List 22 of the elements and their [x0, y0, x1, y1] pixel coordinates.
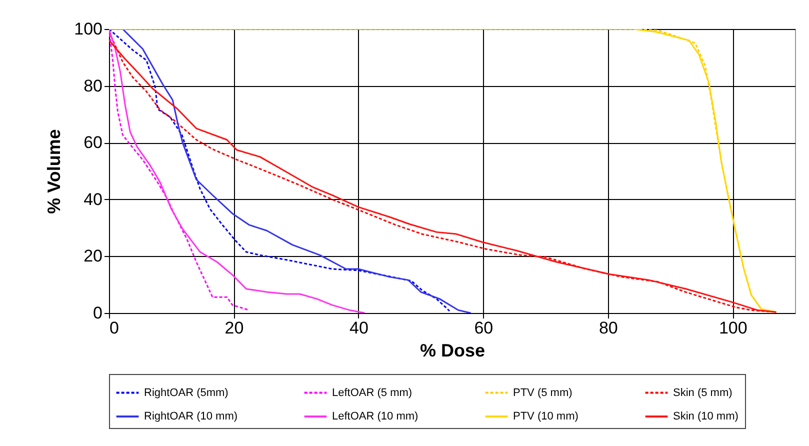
y-tick-label: 40 [84, 190, 102, 209]
legend-label: PTV (5 mm) [513, 386, 572, 399]
y-axis-title: % Volume [44, 129, 64, 214]
x-tick-label: 40 [349, 318, 368, 338]
legend-label: PTV (10 mm) [513, 410, 578, 422]
x-tick-label: 80 [598, 318, 618, 338]
y-tick-label: 20 [84, 246, 102, 266]
legend-label: RightOAR (10 mm) [144, 410, 238, 422]
x-tick-label: 0 [110, 318, 119, 338]
x-tick-label: 100 [718, 318, 748, 338]
y-tick-label: 80 [84, 76, 102, 96]
legend-label: LeftOAR (10 mm) [332, 410, 418, 422]
y-tick-label: 60 [84, 133, 102, 152]
x-axis-title: % Dose [420, 340, 486, 360]
legend-label: Skin (5 mm) [673, 386, 732, 399]
x-tick-label: 60 [474, 318, 494, 338]
legend-label: LeftOAR (5 mm) [332, 386, 412, 399]
y-tick-label: 0 [93, 304, 102, 322]
legend-label: RightOAR (5mm) [144, 386, 228, 399]
legend-label: Skin (10 mm) [673, 410, 738, 422]
y-tick-label: 100 [74, 20, 102, 38]
x-tick-label: 20 [224, 318, 244, 338]
